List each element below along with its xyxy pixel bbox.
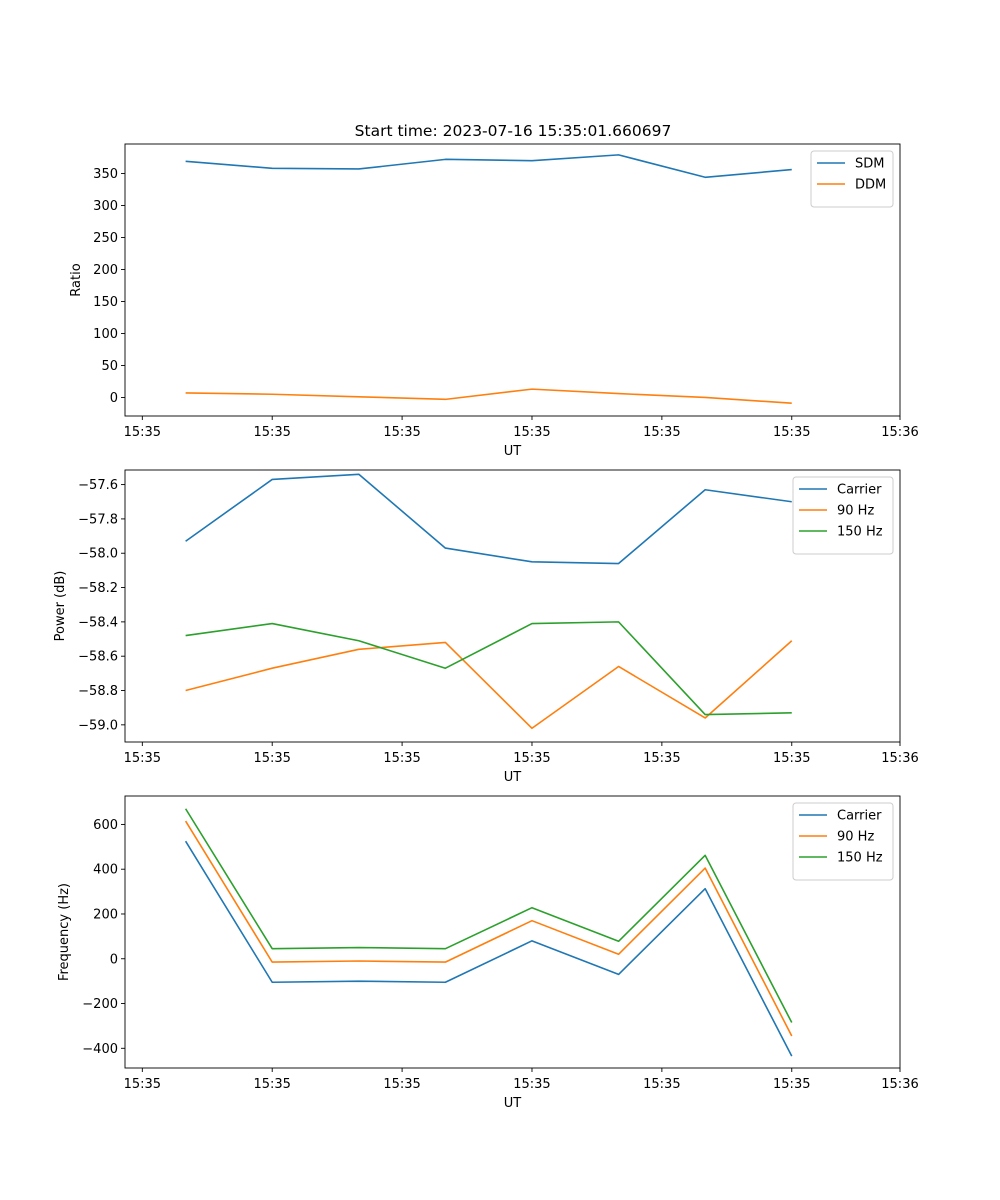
x-tick-label: 15:35 [643,425,680,440]
y-tick-label: 50 [101,359,118,374]
y-tick-label: 0 [110,391,118,406]
y-axis-label: Power (dB) [53,571,68,642]
y-tick-label: −57.8 [78,512,118,527]
y-tick-label: 300 [93,199,118,214]
chart-panel-2: 15:35 15:35 15:35 15:35 15:35 15:35 15:36 −59.0… [53,469,919,785]
y-axis-label: Frequency (Hz) [57,883,72,981]
legend-box [792,476,894,555]
legend-label: 150 Hz [837,851,883,866]
y-tick-label: 250 [93,231,118,246]
series-line-90-hz [185,640,793,730]
x-tick-label: 15:35 [513,751,550,766]
y-tick-label: 150 [93,295,118,310]
x-tick-label: 15:35 [383,425,420,440]
series-line-sdm [185,154,792,179]
x-tick-label: 15:35 [773,425,810,440]
x-tick-label: 15:35 [513,1077,550,1092]
y-tick-label: −57.6 [78,478,118,493]
axes-frame [124,795,901,1069]
x-tick-label: 15:35 [253,1077,290,1092]
x-tick-label: 15:35 [773,1077,810,1092]
y-tick-label: 200 [93,907,118,922]
y-tick-label: 100 [93,327,118,342]
y-tick-label: 0 [110,952,118,967]
x-axis-label: UT [504,444,522,459]
series-line-carrier [184,840,793,1057]
series-line-150-hz [184,808,793,1023]
x-tick-label: 15:35 [124,1077,161,1092]
x-tick-label: 15:35 [124,425,161,440]
legend-label: Carrier [837,483,882,498]
series-line-ddm [185,388,792,404]
x-tick-label: 15:36 [881,425,918,440]
y-tick-label: −58.6 [78,650,118,665]
x-tick-label: 15:35 [643,1077,680,1092]
x-tick-label: 15:36 [881,751,918,766]
y-tick-label: −59.0 [78,718,118,733]
figure-title: Start time: 2023-07-16 15:35:01.660697 [355,122,672,140]
legend-label: DDM [855,178,886,193]
x-tick-label: 15:36 [881,1077,918,1092]
legend-label: 150 Hz [837,525,883,540]
y-axis-label: Ratio [69,263,84,296]
x-tick-label: 15:35 [773,751,810,766]
legend: Carrier 90 Hz 150 Hz [792,802,894,881]
y-tick-label: 200 [93,263,118,278]
y-tick-label: −400 [82,1042,118,1057]
x-tick-label: 15:35 [513,425,550,440]
legend-box [792,802,894,881]
y-tick-label: −200 [82,997,118,1012]
x-axis-label: UT [504,1096,522,1111]
axes-frame [124,143,901,417]
y-tick-label: 400 [93,863,118,878]
legend: Carrier 90 Hz 150 Hz [792,476,894,555]
chart-panel-3: 15:35 15:35 15:35 15:35 15:35 15:35 15:36 −400 −… [57,795,919,1111]
series-line-carrier [185,473,792,565]
plots: 15:35 15:35 15:35 15:35 15:35 15:35 15:36 0 50 10… [53,143,919,1111]
x-tick-label: 15:35 [253,425,290,440]
legend-label: SDM [855,157,884,172]
y-tick-label: −58.8 [78,684,118,699]
y-tick-label: −58.2 [78,581,118,596]
y-tick-label: 600 [93,818,118,833]
legend-label: 90 Hz [837,830,874,845]
x-tick-label: 15:35 [383,751,420,766]
x-tick-label: 15:35 [253,751,290,766]
legend: SDM DDM [810,150,894,208]
legend-label: Carrier [837,809,882,824]
x-tick-label: 15:35 [383,1077,420,1092]
x-tick-label: 15:35 [124,751,161,766]
series-line-150-hz [185,621,792,716]
legend-box [810,150,894,208]
axes-frame [124,469,901,743]
chart-panel-1: 15:35 15:35 15:35 15:35 15:35 15:35 15:36 0 50 10… [69,143,919,459]
series-line-90-hz [184,820,793,1037]
y-tick-label: −58.0 [78,547,118,562]
legend-label: 90 Hz [837,504,874,519]
y-tick-label: 350 [93,167,118,182]
x-tick-label: 15:35 [643,751,680,766]
x-axis-label: UT [504,770,522,785]
y-tick-label: −58.4 [78,615,118,630]
